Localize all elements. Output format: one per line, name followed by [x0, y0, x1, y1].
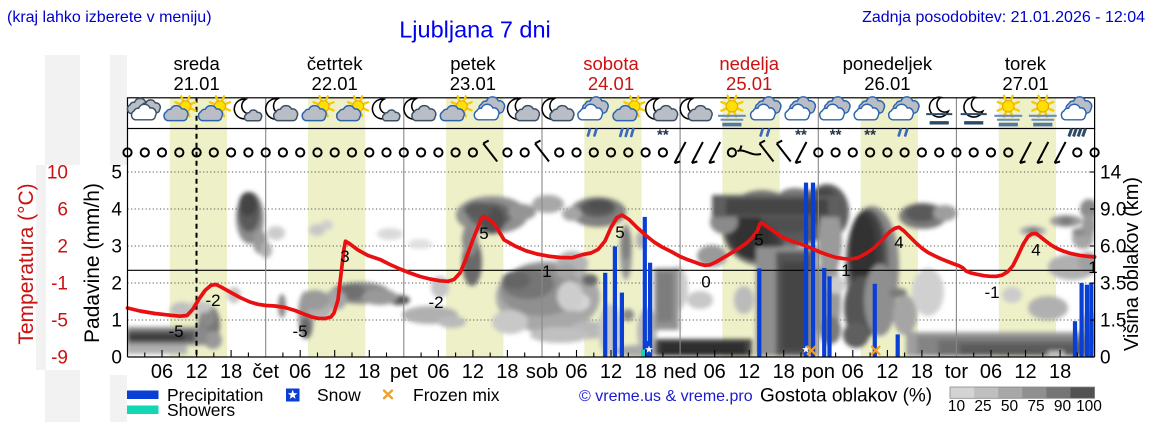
svg-text:3: 3 [340, 247, 349, 266]
svg-text:18: 18 [220, 361, 242, 383]
svg-text:ned: ned [663, 361, 696, 383]
svg-text:1: 1 [1088, 258, 1097, 277]
svg-text:Gostota oblakov (%): Gostota oblakov (%) [760, 386, 932, 407]
svg-text:14: 14 [1100, 163, 1122, 184]
svg-text:2: 2 [111, 274, 122, 295]
svg-text:18: 18 [911, 361, 933, 383]
svg-text:© vreme.us & vreme.pro: © vreme.us & vreme.pro [579, 388, 753, 405]
svg-text:-2: -2 [205, 291, 220, 310]
svg-text:0: 0 [1100, 348, 1111, 369]
svg-text:5: 5 [754, 231, 763, 250]
svg-text:4: 4 [1031, 241, 1040, 260]
svg-text:27.01: 27.01 [1002, 73, 1048, 94]
svg-text:torek: torek [1005, 53, 1047, 74]
svg-text:(kraj lahko izberete v meniju): (kraj lahko izberete v meniju) [7, 9, 212, 26]
svg-text:**: ** [864, 127, 876, 144]
svg-text:-5: -5 [292, 322, 307, 341]
svg-text:1.5: 1.5 [1100, 311, 1126, 332]
svg-text:Višina oblakov (km): Višina oblakov (km) [1121, 177, 1143, 351]
svg-text:0: 0 [111, 348, 122, 369]
svg-text:3: 3 [111, 237, 122, 258]
svg-text:-9: -9 [51, 348, 68, 369]
svg-text:nedelja: nedelja [719, 53, 779, 74]
svg-text:06: 06 [427, 361, 449, 383]
svg-text:Padavine (mm/h): Padavine (mm/h) [81, 183, 104, 343]
svg-text:50: 50 [1001, 398, 1019, 415]
svg-text:Zadnja posodobitev: 21.01.2026: Zadnja posodobitev: 21.01.2026 - 12:04 [862, 9, 1145, 26]
svg-text:**: ** [795, 127, 807, 144]
svg-text:25.01: 25.01 [726, 73, 772, 94]
svg-text:1: 1 [111, 311, 122, 332]
svg-text:18: 18 [496, 361, 518, 383]
svg-text:**: ** [657, 127, 669, 144]
svg-text:6: 6 [57, 200, 68, 221]
svg-text:0: 0 [701, 273, 710, 292]
svg-text:-2: -2 [428, 293, 443, 312]
svg-text:-5: -5 [51, 311, 68, 332]
svg-text:Temperatura (°C): Temperatura (°C) [15, 183, 38, 344]
svg-text:75: 75 [1027, 398, 1044, 415]
svg-text:12: 12 [876, 361, 898, 383]
svg-text:Precipitation: Precipitation [167, 385, 263, 405]
svg-text:18: 18 [358, 361, 380, 383]
svg-text:100: 100 [1076, 398, 1102, 415]
svg-text:4: 4 [894, 233, 903, 252]
svg-text:10: 10 [47, 163, 68, 184]
svg-text:1: 1 [542, 262, 551, 281]
svg-text:26.01: 26.01 [864, 73, 910, 94]
svg-text:3.5: 3.5 [1100, 274, 1126, 295]
svg-text:Showers: Showers [167, 400, 235, 420]
svg-text:18: 18 [773, 361, 795, 383]
svg-text:18: 18 [634, 361, 656, 383]
svg-text:06: 06 [704, 361, 726, 383]
svg-text:12: 12 [462, 361, 484, 383]
svg-text:25: 25 [974, 398, 991, 415]
svg-text:06: 06 [151, 361, 173, 383]
svg-text:-5: -5 [168, 322, 183, 341]
svg-text:12: 12 [738, 361, 760, 383]
svg-text:sobota: sobota [583, 53, 639, 74]
svg-text:1: 1 [841, 261, 850, 280]
svg-text:-1: -1 [984, 283, 999, 302]
svg-text:Frozen mix: Frozen mix [413, 385, 500, 405]
svg-text:12: 12 [324, 361, 346, 383]
svg-text:21.01: 21.01 [173, 73, 219, 94]
svg-text:5: 5 [615, 223, 624, 242]
svg-text:06: 06 [289, 361, 311, 383]
svg-text:23.01: 23.01 [450, 73, 496, 94]
svg-text:čet: čet [252, 361, 279, 383]
svg-text:2: 2 [57, 237, 68, 258]
svg-text:5: 5 [111, 163, 122, 184]
svg-text:Snow: Snow [317, 385, 361, 405]
svg-text:24.01: 24.01 [588, 73, 634, 94]
svg-text:22.01: 22.01 [312, 73, 358, 94]
svg-text:06: 06 [842, 361, 864, 383]
svg-text:10: 10 [948, 398, 966, 415]
svg-text:06: 06 [565, 361, 587, 383]
svg-text:tor: tor [945, 361, 969, 383]
svg-text:-1: -1 [51, 274, 68, 295]
svg-text:pon: pon [802, 361, 835, 383]
svg-text:12: 12 [1014, 361, 1036, 383]
svg-text:12: 12 [600, 361, 622, 383]
svg-text:**: ** [830, 127, 842, 144]
svg-text:ponedeljek: ponedeljek [843, 53, 933, 74]
svg-text:sob: sob [526, 361, 558, 383]
svg-text:Ljubljana 7 dni: Ljubljana 7 dni [399, 17, 551, 43]
svg-text:četrtek: četrtek [307, 53, 363, 74]
svg-text:4: 4 [111, 200, 122, 221]
svg-text:06: 06 [980, 361, 1002, 383]
svg-text:petek: petek [450, 53, 496, 74]
svg-text:pet: pet [390, 361, 418, 383]
svg-text:90: 90 [1054, 398, 1072, 415]
svg-text:12: 12 [185, 361, 207, 383]
svg-text:18: 18 [1049, 361, 1071, 383]
svg-text:5: 5 [479, 224, 488, 243]
svg-text:6.0: 6.0 [1100, 237, 1126, 258]
svg-text:sreda: sreda [173, 53, 220, 74]
svg-text:9.0: 9.0 [1100, 200, 1126, 221]
